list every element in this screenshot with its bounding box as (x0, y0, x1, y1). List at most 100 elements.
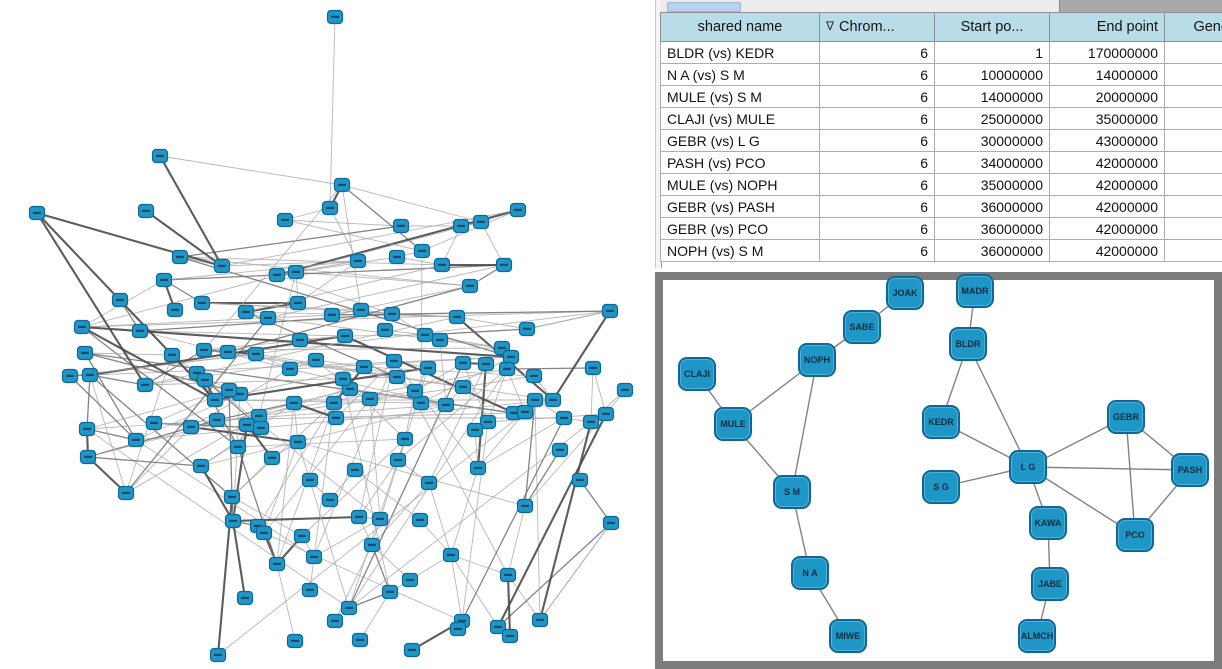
cell-value[interactable]: 6 (819, 217, 935, 240)
cell-shared-name[interactable]: GEBR (vs) PCO (660, 217, 820, 240)
cell-value[interactable]: 6.6 (1164, 63, 1222, 86)
cell-value[interactable]: 5.9 (1164, 107, 1222, 130)
cell-value[interactable]: 42000000 (1049, 173, 1165, 196)
subnetwork-node-kawa[interactable]: KAWA (1029, 506, 1067, 540)
cell-shared-name[interactable]: NOPH (vs) S M (660, 239, 820, 262)
network-edge (461, 421, 489, 622)
cell-value[interactable]: 14000000 (934, 85, 1050, 108)
cell-value[interactable]: 30000000 (934, 129, 1050, 152)
cell-value[interactable]: 8.4 (1164, 217, 1222, 240)
cell-value[interactable]: 10.5 (1164, 173, 1222, 196)
cell-shared-name[interactable]: GEBR (vs) L G (660, 129, 820, 152)
filter-icon[interactable]: ∇ (826, 19, 835, 33)
cell-value[interactable]: 14000000 (1049, 63, 1165, 86)
subnetwork-node-bldr[interactable]: BLDR (949, 327, 987, 361)
cell-value[interactable]: 42000000 (1049, 217, 1165, 240)
cell-value[interactable]: 36000000 (934, 239, 1050, 262)
subnetwork-node-s-g[interactable]: S G (922, 470, 960, 504)
cell-value[interactable]: 42000000 (1049, 239, 1165, 262)
node-label-smudge (234, 445, 242, 448)
cell-shared-name[interactable]: CLAJI (vs) MULE (660, 107, 820, 130)
cell-value[interactable]: 6 (819, 239, 935, 262)
cell-shared-name[interactable]: BLDR (vs) KEDR (660, 41, 820, 64)
node-label-smudge (560, 416, 568, 419)
subnetwork-node-gebr[interactable]: GEBR (1107, 400, 1145, 434)
node-label-smudge (376, 517, 384, 520)
node-label-smudge (339, 377, 347, 380)
cell-value[interactable]: 7.5 (1164, 85, 1222, 108)
network-edge (125, 426, 192, 494)
cell-value[interactable]: 6 (819, 151, 935, 174)
cell-shared-name[interactable]: MULE (vs) NOPH (660, 173, 820, 196)
cell-shared-name[interactable]: N A (vs) S M (660, 63, 820, 86)
cell-value[interactable]: 1 (934, 41, 1050, 64)
cell-shared-name[interactable]: PASH (vs) PCO (660, 151, 820, 174)
cell-value[interactable]: 6 (819, 63, 935, 86)
cell-value[interactable]: 6 (819, 195, 935, 218)
subnetwork-node-pco[interactable]: PCO (1116, 518, 1154, 552)
table-row[interactable]: NOPH (vs) S M636000000420000009.9 (660, 239, 1222, 262)
subnetwork-node-jabe[interactable]: JABE (1031, 567, 1069, 601)
subnetwork-node-pash[interactable]: PASH (1171, 453, 1209, 487)
table-row[interactable]: MULE (vs) S M614000000200000007.5 (660, 85, 1222, 108)
cell-value[interactable]: 42000000 (1049, 151, 1165, 174)
cell-shared-name[interactable]: MULE (vs) S M (660, 85, 820, 108)
subnetwork-node-madr[interactable]: MADR (956, 274, 994, 308)
table-row[interactable]: GEBR (vs) PASH636000000420000008.9 (660, 195, 1222, 218)
subnetwork-node-kedr[interactable]: KEDR (922, 405, 960, 439)
network-edge (552, 310, 611, 401)
node-label-smudge (368, 543, 376, 546)
network-edge (526, 310, 611, 330)
table-row[interactable]: PASH (vs) PCO6340000004200000011.4 (660, 151, 1222, 174)
table-row[interactable]: N A (vs) S M610000000140000006.6 (660, 63, 1222, 86)
cell-value[interactable]: 10000000 (934, 63, 1050, 86)
cell-value[interactable]: 6 (819, 85, 935, 108)
cell-value[interactable]: 192.0 (1164, 41, 1222, 64)
cell-value[interactable]: 43000000 (1049, 129, 1165, 152)
node-label-smudge (197, 464, 205, 467)
cell-value[interactable]: 16.9 (1164, 129, 1222, 152)
cell-value[interactable]: 6 (819, 129, 935, 152)
cell-value[interactable]: 6 (819, 41, 935, 64)
subnetwork-node-mule[interactable]: MULE (714, 407, 752, 441)
subnetwork-node-n-a[interactable]: N A (791, 556, 829, 590)
subnetwork-node-joak[interactable]: JOAK (886, 276, 924, 310)
cell-value[interactable]: 34000000 (934, 151, 1050, 174)
cell-value[interactable]: 35000000 (934, 173, 1050, 196)
cell-shared-name[interactable]: GEBR (vs) PASH (660, 195, 820, 218)
subnetwork-node-claji[interactable]: CLAJI (678, 357, 716, 391)
cell-value[interactable]: 6 (819, 173, 935, 196)
table-row[interactable]: GEBR (vs) L G6300000004300000016.9 (660, 129, 1222, 152)
cell-value[interactable]: 8.9 (1164, 195, 1222, 218)
cell-value[interactable]: 36000000 (934, 217, 1050, 240)
cell-value[interactable]: 36000000 (934, 195, 1050, 218)
table-row[interactable]: CLAJI (vs) MULE625000000350000005.9 (660, 107, 1222, 130)
subnetwork-node-miwe[interactable]: MIWE (829, 619, 867, 653)
cell-value[interactable]: 6 (819, 107, 935, 130)
cell-value[interactable]: 170000000 (1049, 41, 1165, 64)
scrollbar-thumb[interactable] (667, 2, 741, 12)
cell-value[interactable]: 42000000 (1049, 195, 1165, 218)
subnetwork-node-sabe[interactable]: SABE (843, 310, 881, 344)
cell-value[interactable]: 25000000 (934, 107, 1050, 130)
table-row[interactable]: GEBR (vs) PCO636000000420000008.4 (660, 217, 1222, 240)
cell-value[interactable]: 9.9 (1164, 239, 1222, 262)
overview-network-canvas[interactable] (0, 0, 653, 669)
node-label-smudge (424, 366, 432, 369)
subnetwork-node-almch[interactable]: ALMCH (1018, 619, 1056, 653)
cell-value[interactable]: 11.4 (1164, 151, 1222, 174)
table-row[interactable]: BLDR (vs) KEDR61170000000192.0 (660, 41, 1222, 64)
table-row[interactable]: MULE (vs) NOPH6350000004200000010.5 (660, 173, 1222, 196)
column-header-chrom-[interactable]: ∇ Chrom... (819, 12, 935, 42)
column-header-genetic-[interactable]: Genetic... (1164, 12, 1222, 42)
subnetwork-canvas[interactable]: JOAK SABE NOPH CLAJI MULE S M N A MIWE MADR BLDR K… (663, 274, 1214, 661)
column-header-start-po-[interactable]: Start po... (934, 12, 1050, 42)
subnetwork-node-noph[interactable]: NOPH (798, 343, 836, 377)
network-edge (397, 368, 508, 461)
column-header-end-point[interactable]: End point (1049, 12, 1165, 42)
cell-value[interactable]: 35000000 (1049, 107, 1165, 130)
column-header-shared-name[interactable]: shared name (660, 12, 820, 42)
subnetwork-node-l-g[interactable]: L G (1009, 450, 1047, 484)
cell-value[interactable]: 20000000 (1049, 85, 1165, 108)
subnetwork-node-s-m[interactable]: S M (773, 475, 811, 509)
